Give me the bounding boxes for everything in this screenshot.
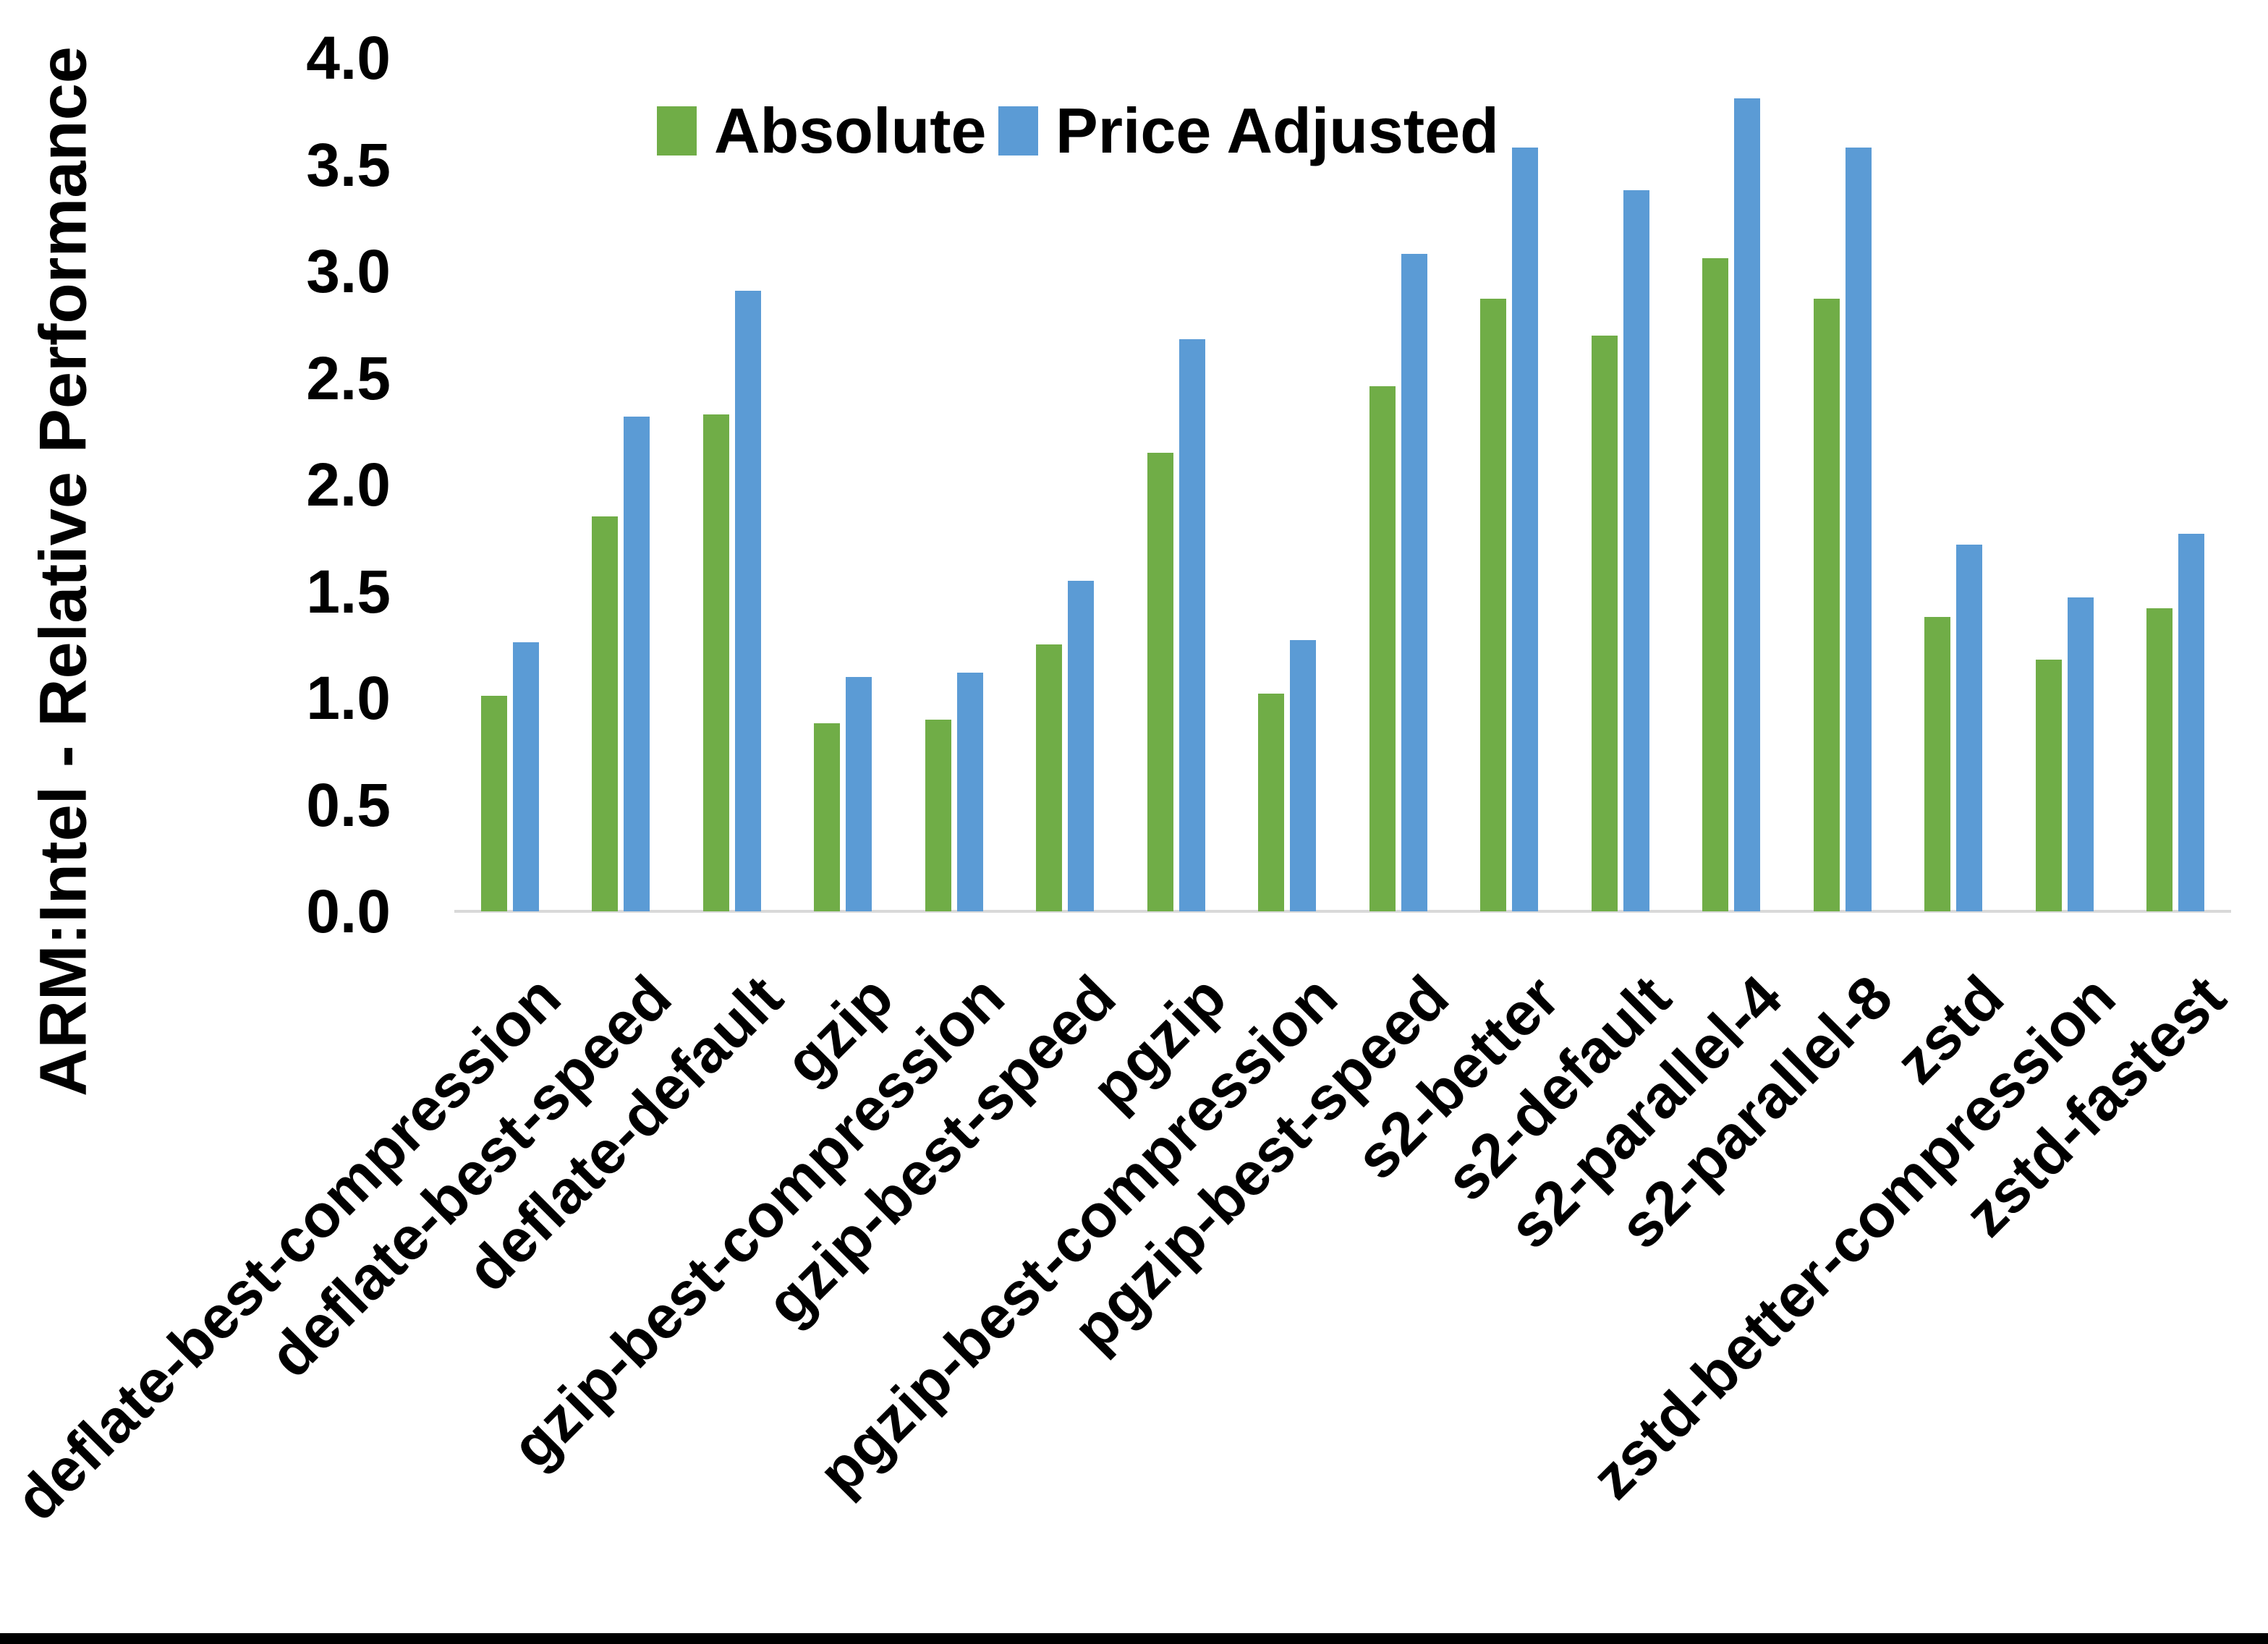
y-tick-label: 1.0 <box>306 664 391 732</box>
bar-price-adjusted <box>1178 339 1205 911</box>
footer-bar <box>0 1633 2268 1644</box>
legend: Absolute Price Adjusted <box>0 94 2268 166</box>
bar-price-adjusted <box>846 676 872 911</box>
bar-absolute <box>1702 258 1729 911</box>
bar-absolute <box>480 696 507 911</box>
bar-absolute <box>702 414 729 911</box>
bar-price-adjusted <box>2067 597 2094 911</box>
bar-price-adjusted <box>512 642 539 911</box>
bar-absolute <box>1258 694 1285 911</box>
bar-price-adjusted <box>2178 533 2205 911</box>
y-tick-label: 3.0 <box>306 237 391 305</box>
bar-price-adjusted <box>734 290 761 911</box>
legend-swatch-icon <box>998 106 1038 156</box>
bar-price-adjusted <box>624 416 650 911</box>
y-tick-label: 2.5 <box>306 344 391 412</box>
y-tick-label: 0.0 <box>306 877 391 945</box>
bar-price-adjusted <box>1956 544 1983 911</box>
legend-label: Absolute <box>714 95 987 166</box>
bar-absolute <box>1813 299 1840 911</box>
bar-price-adjusted <box>1068 580 1095 911</box>
bar-absolute <box>814 723 841 911</box>
bar-price-adjusted <box>1512 147 1539 911</box>
bar-absolute <box>1591 335 1618 911</box>
bar-price-adjusted <box>1623 189 1649 911</box>
bar-absolute <box>2146 608 2173 911</box>
bar-absolute <box>1924 616 1951 911</box>
bar-absolute <box>2035 659 2062 911</box>
y-tick-label: 1.5 <box>306 557 391 626</box>
bar-absolute <box>1369 386 1396 911</box>
bar-absolute <box>1147 452 1173 911</box>
legend-label: Price Adjusted <box>1056 95 1499 166</box>
bar-price-adjusted <box>1845 147 1872 911</box>
x-axis-line <box>454 910 2231 913</box>
bar-price-adjusted <box>1290 640 1317 911</box>
bar-price-adjusted <box>1734 98 1761 911</box>
legend-swatch-icon <box>657 106 697 156</box>
y-tick-label: 0.5 <box>306 770 391 839</box>
y-tick-label: 2.0 <box>306 451 391 519</box>
bar-price-adjusted <box>956 672 983 911</box>
bar-absolute <box>1480 299 1507 911</box>
y-tick-label: 3.5 <box>306 130 391 199</box>
bar-absolute <box>1036 644 1063 911</box>
bar-absolute <box>592 516 619 911</box>
bar-price-adjusted <box>1401 254 1427 911</box>
legend-item: Price Adjusted <box>998 94 1499 168</box>
y-tick-label: 4.0 <box>306 24 391 92</box>
legend-item: Absolute <box>657 94 986 168</box>
bar-absolute <box>925 719 951 911</box>
